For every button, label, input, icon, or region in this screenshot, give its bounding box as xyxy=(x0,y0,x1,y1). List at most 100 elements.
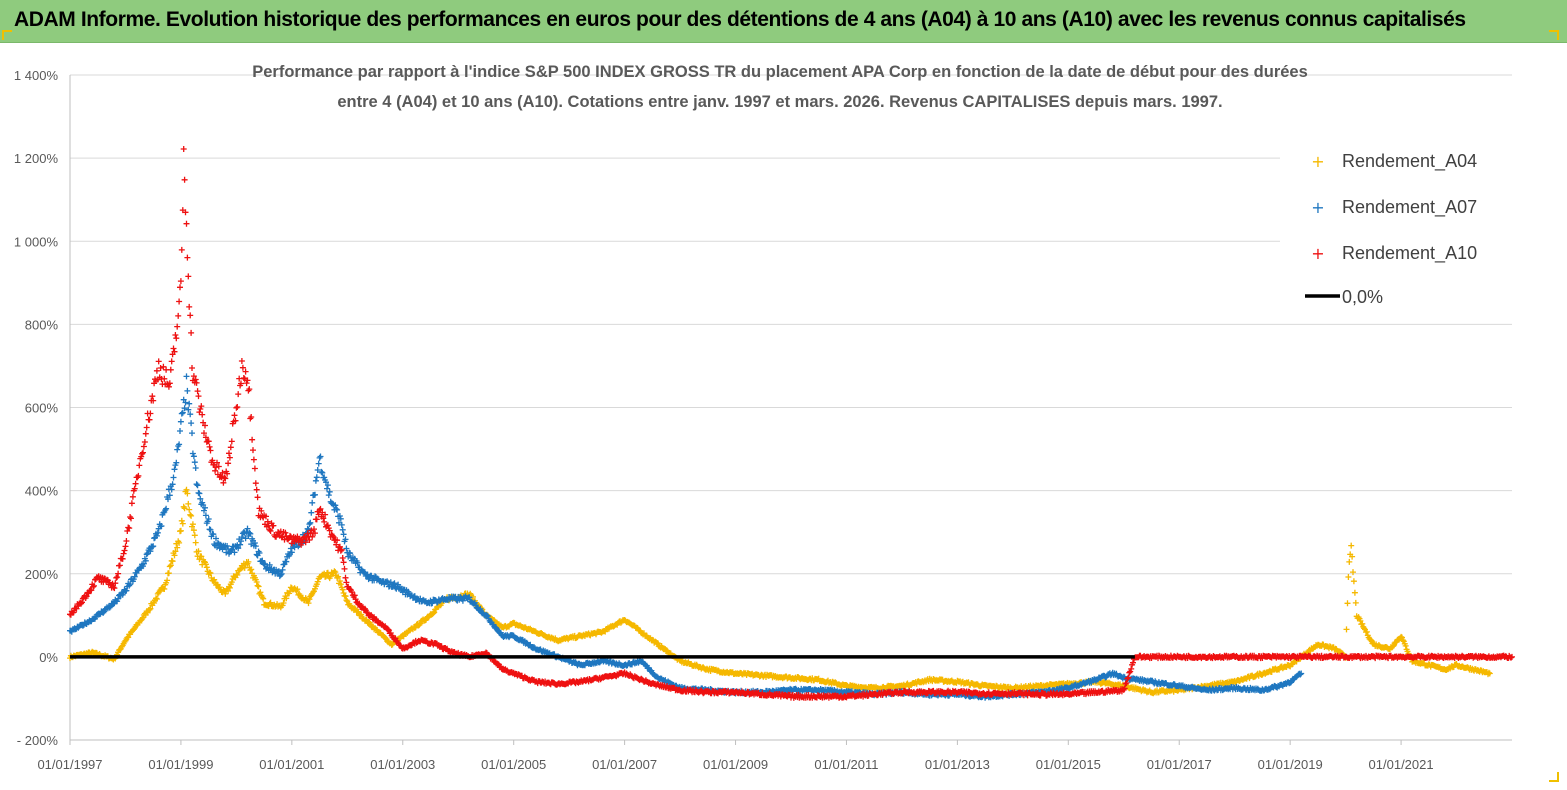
data-point xyxy=(183,486,190,493)
data-point xyxy=(213,464,219,471)
data-point xyxy=(206,443,213,450)
data-point xyxy=(337,515,344,522)
data-point xyxy=(115,570,122,577)
data-point xyxy=(129,493,136,500)
data-point xyxy=(166,492,173,499)
data-point xyxy=(351,605,358,612)
data-point xyxy=(209,457,216,464)
data-point xyxy=(168,486,175,493)
data-point xyxy=(128,500,135,507)
data-point xyxy=(416,621,423,628)
data-point xyxy=(173,459,180,466)
data-point xyxy=(315,460,322,467)
data-point xyxy=(1359,620,1366,627)
data-point xyxy=(160,363,167,370)
data-point xyxy=(253,486,260,493)
data-point xyxy=(113,574,120,581)
data-point xyxy=(212,467,219,474)
data-point xyxy=(302,539,309,546)
data-point xyxy=(143,424,150,431)
data-point xyxy=(243,380,250,387)
data-point xyxy=(277,571,284,578)
data-point xyxy=(311,526,317,533)
data-point xyxy=(179,520,186,527)
data-point xyxy=(306,596,313,603)
data-point xyxy=(188,512,195,519)
data-point xyxy=(246,529,253,536)
data-point xyxy=(176,441,183,448)
data-point xyxy=(1297,671,1304,678)
data-point xyxy=(288,549,295,556)
data-point xyxy=(154,529,161,536)
data-point xyxy=(270,522,277,529)
data-point xyxy=(201,430,207,437)
data-point xyxy=(329,532,336,539)
data-point xyxy=(333,506,340,512)
data-point xyxy=(233,571,240,578)
data-point xyxy=(334,537,341,544)
chart-title-line-1: Performance par rapport à l'indice S&P 5… xyxy=(252,63,1308,81)
data-point xyxy=(181,505,188,512)
data-point xyxy=(305,600,312,607)
data-point xyxy=(188,329,195,336)
header-banner: ADAM Informe. Evolution historique des p… xyxy=(0,0,1567,43)
x-tick-label: 01/01/2021 xyxy=(1369,757,1434,772)
data-point xyxy=(246,386,253,393)
data-point xyxy=(170,474,177,481)
data-point xyxy=(143,551,150,558)
data-point xyxy=(326,488,333,495)
legend-label-a07: Rendement_A07 xyxy=(1342,197,1477,218)
legend-marker-a10: + xyxy=(1311,244,1324,263)
data-point xyxy=(171,552,178,559)
data-point xyxy=(150,397,157,404)
data-point xyxy=(142,430,149,437)
data-point xyxy=(167,366,174,373)
data-point xyxy=(220,479,227,486)
data-point xyxy=(232,417,239,424)
data-point xyxy=(123,587,130,594)
data-point xyxy=(319,469,326,476)
data-point xyxy=(190,373,197,380)
y-tick-label: 1 400% xyxy=(14,68,59,83)
data-point xyxy=(139,450,146,457)
data-point xyxy=(347,550,354,557)
x-tick-label: 01/01/2001 xyxy=(259,757,324,772)
data-point xyxy=(352,596,359,603)
data-point xyxy=(324,482,331,489)
data-point xyxy=(79,599,85,606)
data-point xyxy=(177,284,183,291)
data-point xyxy=(187,312,194,319)
data-point xyxy=(1350,578,1357,585)
series-rendement_a04 xyxy=(67,486,1493,697)
data-point xyxy=(305,526,312,533)
data-point xyxy=(172,332,179,338)
data-point xyxy=(231,412,238,419)
data-point xyxy=(331,568,338,575)
chart: 1 400% 1 200% 1 000% 800% 600% 400% 200% 0% - 20… xyxy=(14,63,1515,772)
series-layer xyxy=(67,146,1515,701)
data-point xyxy=(135,472,142,479)
data-point xyxy=(185,500,192,507)
data-point xyxy=(186,303,193,310)
data-point xyxy=(313,474,320,481)
data-point xyxy=(176,539,183,546)
data-point xyxy=(106,604,113,611)
data-point xyxy=(115,595,122,602)
data-point xyxy=(1486,670,1493,677)
x-tick-label: 01/01/2003 xyxy=(370,757,435,772)
data-point xyxy=(198,403,205,410)
data-point xyxy=(207,447,214,454)
data-point xyxy=(161,586,168,592)
data-point xyxy=(249,436,256,443)
data-point xyxy=(146,606,153,613)
data-point xyxy=(155,358,162,365)
data-point xyxy=(128,515,134,522)
data-point xyxy=(112,580,119,587)
data-point xyxy=(267,528,274,534)
data-point xyxy=(318,468,325,475)
data-point xyxy=(466,594,473,601)
data-point xyxy=(477,605,484,612)
data-point xyxy=(1361,625,1368,632)
data-point xyxy=(1348,542,1355,549)
data-point xyxy=(211,576,218,583)
